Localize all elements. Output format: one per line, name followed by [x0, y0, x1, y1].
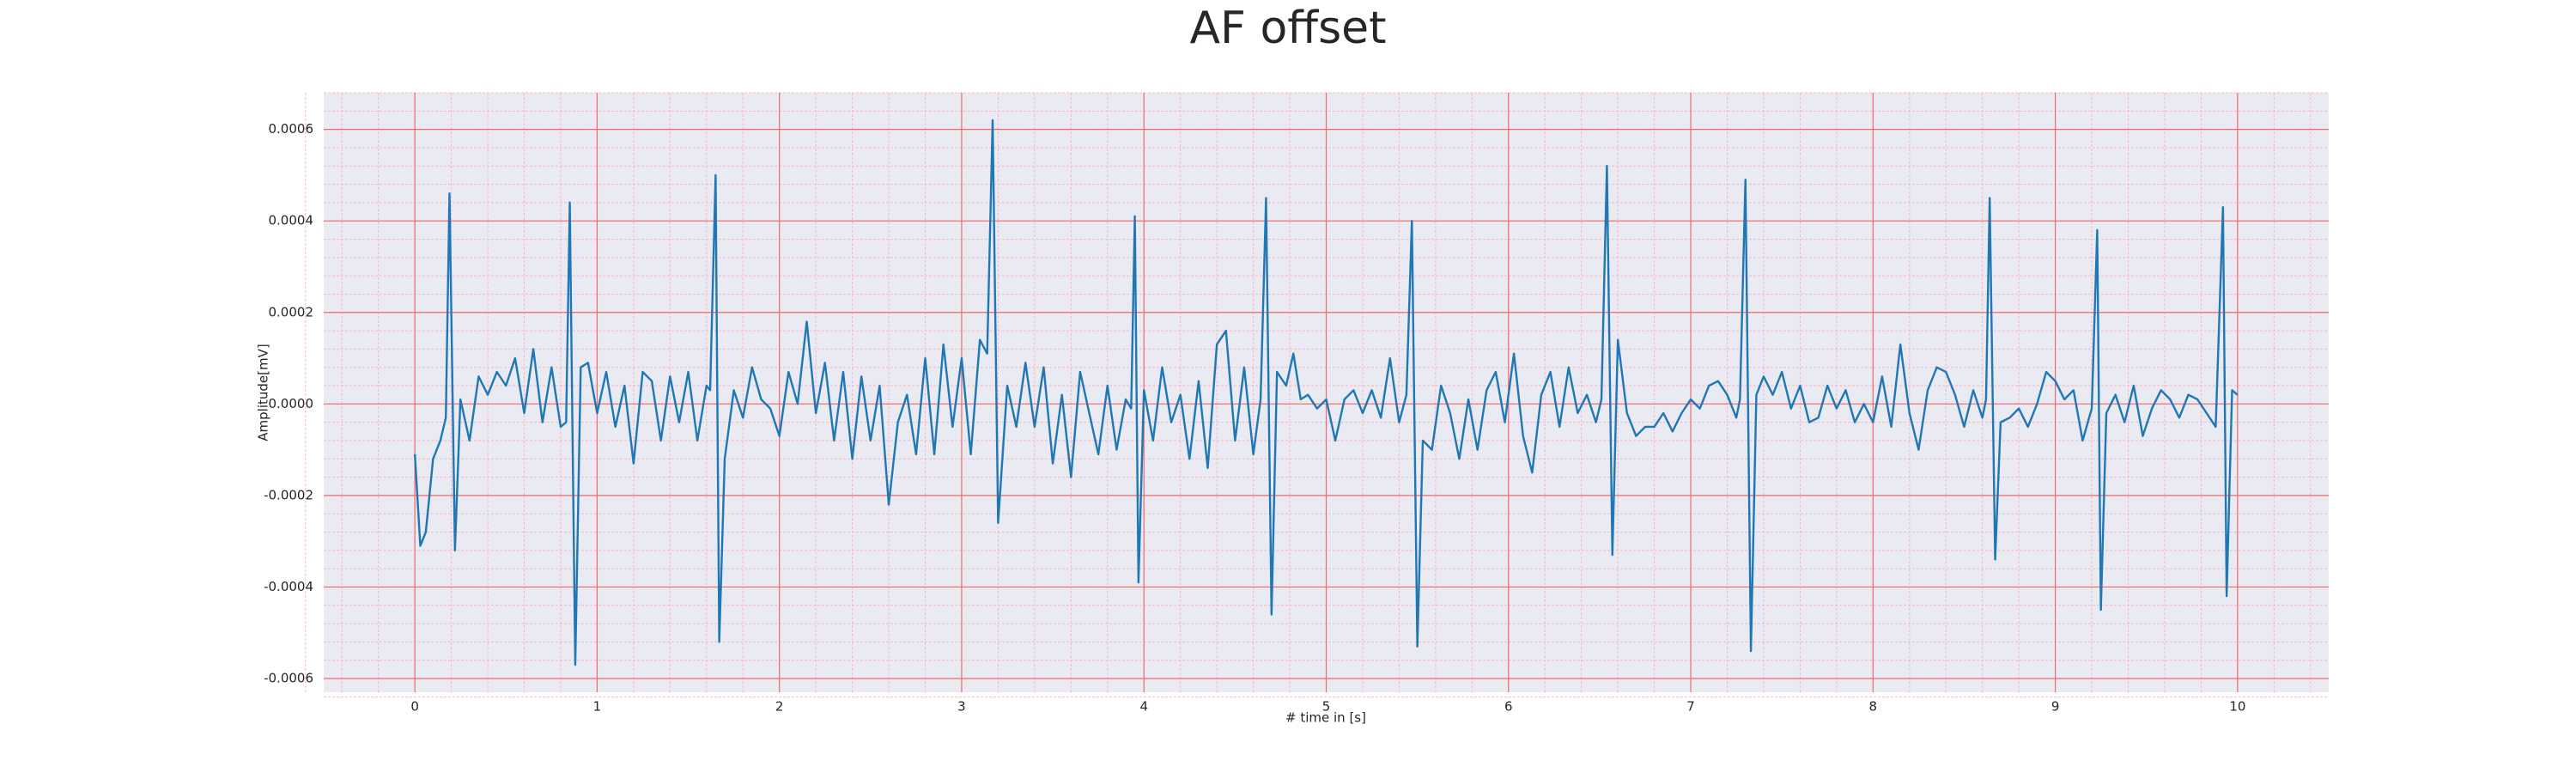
signal-line: [413, 119, 2239, 666]
y-tick-label: 0.0004: [269, 213, 314, 228]
chart-title: AF offset: [1189, 3, 1386, 54]
x-tick-label: 9: [2051, 699, 2060, 715]
x-tick-label: 1: [593, 699, 602, 715]
x-tick-label: 3: [957, 699, 966, 715]
y-tick-label: 0.0006: [269, 121, 314, 137]
x-tick-label: 10: [2229, 699, 2245, 715]
x-tick-label: 5: [1322, 699, 1331, 715]
y-tick-label: 0.0000: [269, 396, 314, 411]
x-axis-label: # time in [s]: [1285, 710, 1366, 726]
y-tick-label: -0.0004: [264, 579, 313, 594]
y-tick-label: -0.0002: [264, 487, 313, 502]
y-tick-label: 0.0002: [269, 304, 314, 320]
x-tick-label: 7: [1686, 699, 1695, 715]
x-tick-label: 4: [1139, 699, 1148, 715]
x-tick-label: 8: [1869, 699, 1878, 715]
x-tick-label: 6: [1504, 699, 1513, 715]
y-tick-label: -0.0006: [264, 671, 313, 686]
x-tick-label: 2: [775, 699, 784, 715]
y-axis-label: Amplitude[mV]: [256, 344, 271, 441]
x-tick-label: 0: [410, 699, 419, 715]
